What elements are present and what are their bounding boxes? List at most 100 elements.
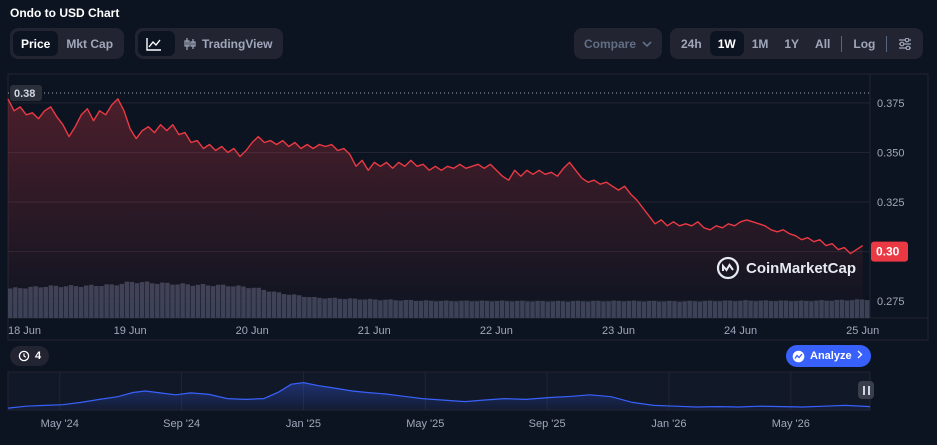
x-tick-label: 25 Jun xyxy=(846,325,879,337)
volume-bar xyxy=(839,299,845,318)
volume-bar xyxy=(246,288,251,318)
volume-bar xyxy=(672,301,677,318)
volume-bar xyxy=(854,299,860,318)
handle-grip xyxy=(867,385,870,395)
line-chart-button[interactable] xyxy=(138,31,175,56)
analyze-button[interactable]: Analyze xyxy=(786,345,871,367)
volume-bar xyxy=(819,300,824,318)
volume-bar xyxy=(190,285,196,318)
y-tick-label: 0.300 xyxy=(877,247,905,259)
volume-bar xyxy=(449,301,454,318)
y-tick-label: 0.275 xyxy=(877,296,905,308)
volume-bar xyxy=(804,300,809,318)
chart-frame xyxy=(7,73,929,341)
volume-bar xyxy=(428,300,434,318)
log-scale-button[interactable]: Log xyxy=(853,36,876,51)
volume-bar xyxy=(99,286,104,318)
volume-bar xyxy=(33,286,38,318)
volume-bar xyxy=(793,301,799,318)
volume-bar xyxy=(560,301,566,318)
volume-bar xyxy=(611,300,616,318)
volume-bar xyxy=(712,301,718,318)
x-tick-label: 23 Jun xyxy=(602,325,635,337)
volume-bar xyxy=(63,286,69,318)
volume-bar xyxy=(342,299,348,318)
volume-bar xyxy=(535,300,540,318)
volume-bar xyxy=(540,301,545,318)
divider xyxy=(886,35,888,52)
volume-bar xyxy=(646,300,652,318)
volume-bar xyxy=(373,299,378,318)
volume-bar xyxy=(677,301,682,318)
coinmarketcap-watermark: CoinMarketCap xyxy=(716,256,856,280)
line-chart-icon xyxy=(146,37,162,51)
history-icon xyxy=(18,350,30,362)
volume-bar xyxy=(520,300,525,318)
volume-bar xyxy=(738,300,743,318)
sliders-icon xyxy=(898,37,912,50)
tradingview-button[interactable]: TradingView xyxy=(175,31,280,56)
volume-bar xyxy=(423,300,429,318)
volume-bar xyxy=(362,299,368,318)
range-1y[interactable]: 1Y xyxy=(784,36,800,51)
range-1w[interactable]: 1W xyxy=(709,31,744,56)
volume-bar xyxy=(439,301,444,318)
volume-bar xyxy=(134,283,140,318)
volume-bar xyxy=(474,301,479,318)
ai-analyze-icon xyxy=(792,350,805,363)
volume-bar xyxy=(256,287,261,318)
history-button[interactable]: 4 xyxy=(10,346,50,366)
volume-bar xyxy=(388,299,393,318)
volume-bar xyxy=(550,301,556,318)
volume-bar xyxy=(733,301,738,318)
volume-bar xyxy=(398,300,403,318)
volume-bar xyxy=(149,283,155,318)
volume-bar xyxy=(864,300,870,318)
navigator-handle[interactable] xyxy=(858,381,874,399)
volume-bar xyxy=(433,301,439,318)
volume-bar xyxy=(758,300,763,318)
volume-bar xyxy=(8,288,13,318)
volume-bar xyxy=(307,297,312,318)
volume-bar xyxy=(286,294,292,318)
handle-grip xyxy=(862,385,865,395)
watermark-text: CoinMarketCap xyxy=(746,259,857,277)
volume-bar xyxy=(687,300,692,318)
volume-bar xyxy=(236,285,241,318)
volume-bar xyxy=(226,286,231,318)
price-area xyxy=(8,98,863,319)
volume-bar xyxy=(13,287,18,318)
volume-bar xyxy=(515,300,520,318)
volume-bar xyxy=(368,298,373,318)
volume-bar xyxy=(48,285,54,318)
candlestick-icon xyxy=(183,37,197,51)
volume-bar xyxy=(494,301,500,318)
range-24h[interactable]: 24h xyxy=(681,36,702,51)
price-line xyxy=(7,98,864,255)
range-all[interactable]: All xyxy=(815,36,831,51)
volume-bar xyxy=(119,283,125,318)
volume-bar xyxy=(484,300,490,318)
volume-bar xyxy=(479,300,485,318)
volume-bar xyxy=(662,301,667,318)
metric-tabs: Price Mkt Cap xyxy=(10,28,125,59)
volume-bar xyxy=(783,300,789,318)
volume-bar xyxy=(641,301,647,318)
compare-dropdown[interactable]: Compare xyxy=(574,28,662,59)
volume-bar xyxy=(814,300,819,318)
volume-bar xyxy=(444,300,449,318)
volume-bar xyxy=(231,286,236,318)
time-range-tabs: 24h 1W 1M 1Y All Log xyxy=(670,28,924,59)
volume-bar xyxy=(626,301,632,318)
volume-bar xyxy=(200,284,206,318)
volume-bar xyxy=(651,300,657,318)
range-1m[interactable]: 1M xyxy=(751,36,769,51)
tab-market-cap[interactable]: Mkt Cap xyxy=(66,36,114,51)
settings-button[interactable] xyxy=(890,31,920,56)
compare-label: Compare xyxy=(583,36,636,51)
volume-bar xyxy=(73,286,79,318)
tab-price[interactable]: Price xyxy=(13,31,59,56)
volume-bar xyxy=(844,300,850,318)
volume-bar xyxy=(281,294,287,318)
